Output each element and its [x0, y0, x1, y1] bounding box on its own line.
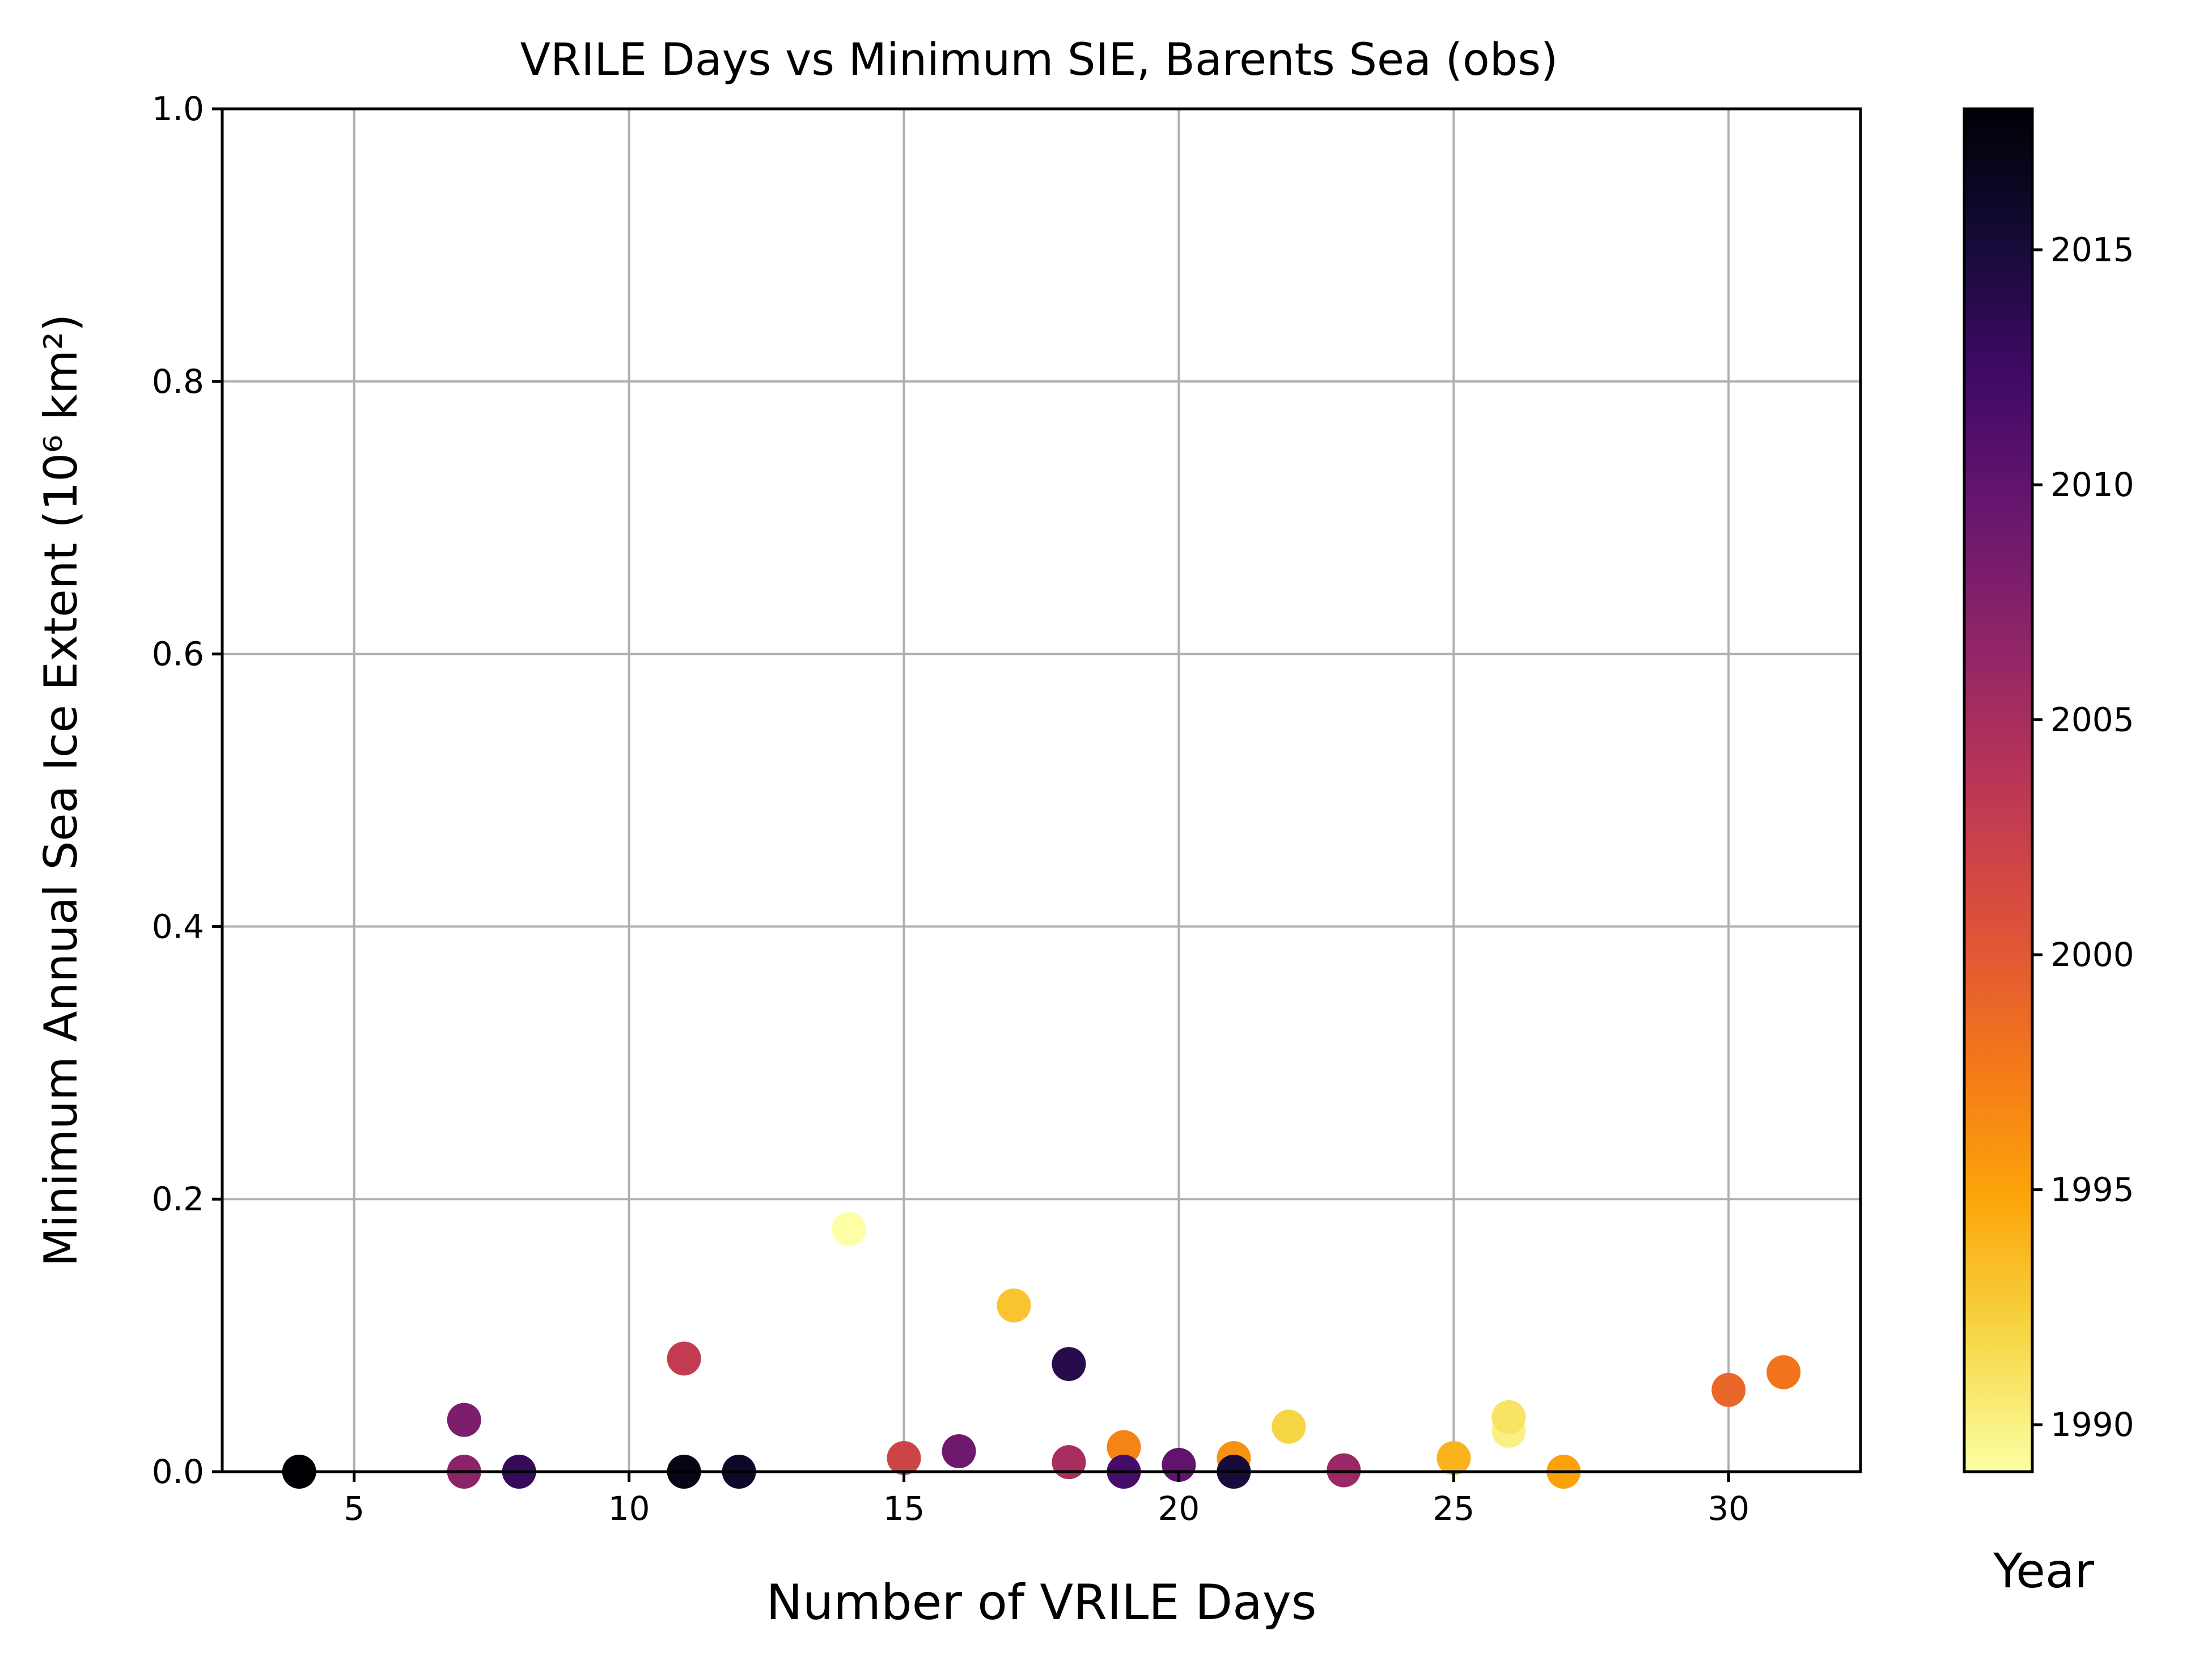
y-tick-label: 0.6: [152, 635, 204, 673]
plot-frame: [221, 107, 1862, 1473]
x-tick-label: 15: [883, 1489, 925, 1528]
colorbar-tick-label: 1990: [2050, 1405, 2134, 1444]
y-tick-label: 0.0: [152, 1452, 204, 1491]
data-point: [1107, 1430, 1141, 1464]
x-tick-label: 5: [344, 1489, 365, 1528]
data-point: [887, 1441, 921, 1475]
data-point: [1766, 1355, 1801, 1389]
data-point: [1272, 1409, 1306, 1444]
y-tick-label: 0.8: [152, 362, 204, 401]
colorbar-ticks: 1990 1995 2000 2005 2010 2015: [2032, 231, 2134, 1444]
y-axis-label: Minimum Annual Sea Ice Extent (10⁶ km²): [35, 314, 87, 1266]
colorbar-tick-label: 2015: [2050, 231, 2134, 269]
x-tick-label: 30: [1707, 1489, 1749, 1528]
grid-lines: [222, 108, 1861, 1473]
data-point: [1491, 1400, 1526, 1434]
data-point: [942, 1434, 976, 1468]
data-point: [832, 1212, 866, 1247]
data-point: [447, 1403, 481, 1437]
data-point: [997, 1288, 1031, 1323]
data-point: [1711, 1372, 1746, 1407]
colorbar-label: Year: [1993, 1543, 2094, 1599]
colorbar-tick-label: 2000: [2050, 935, 2134, 974]
colorbar-tick-label: 2010: [2050, 465, 2134, 504]
y-tick-label: 0.4: [152, 907, 204, 946]
y-axis-ticks: 0.0 0.2 0.4 0.6 0.8 1.0: [152, 90, 222, 1491]
chart-title: VRILE Days vs Minimum SIE, Barents Sea (…: [520, 35, 1558, 86]
colorbar-tick-label: 1995: [2050, 1171, 2134, 1209]
data-points: [282, 1212, 1801, 1489]
data-point: [1436, 1441, 1471, 1475]
x-tick-label: 10: [608, 1489, 650, 1528]
x-axis-label: Number of VRILE Days: [766, 1574, 1316, 1631]
x-axis-ticks: 5 10 15 20 25 30: [344, 1472, 1749, 1528]
data-point: [1052, 1445, 1086, 1480]
data-point: [1052, 1347, 1086, 1382]
y-tick-label: 0.2: [152, 1180, 204, 1218]
x-tick-label: 25: [1433, 1489, 1474, 1528]
data-point: [667, 1341, 701, 1376]
data-point: [1162, 1447, 1196, 1482]
x-tick-label: 20: [1158, 1489, 1200, 1528]
colorbar-tick-label: 2005: [2050, 701, 2134, 739]
y-tick-label: 1.0: [152, 90, 204, 128]
colorbar: [1963, 107, 2034, 1473]
